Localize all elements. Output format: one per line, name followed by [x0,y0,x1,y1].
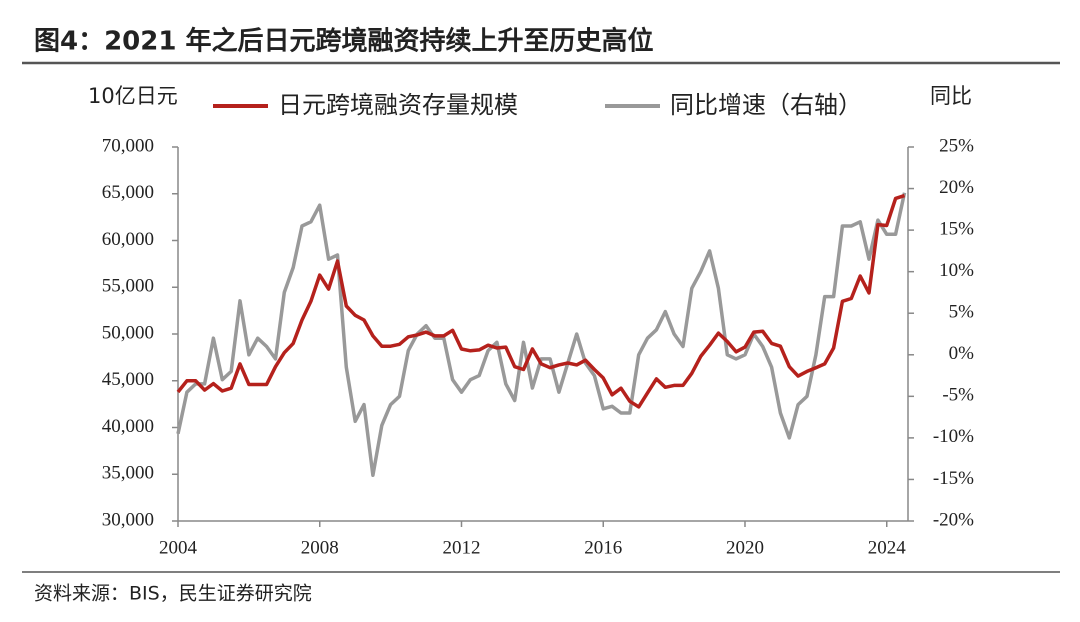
x-tick-label: 2016 [584,537,622,558]
y-tick-label: 65,000 [102,182,154,203]
y2-tick-label: 0% [949,343,975,364]
y2-tick-label: -5% [942,385,974,406]
y2-tick-label: 10% [939,260,974,281]
y-tick-label: 45,000 [102,369,154,390]
x-tick-label: 2004 [159,537,198,558]
y-tick-label: 40,000 [102,416,154,437]
y2-tick-label: -20% [933,509,974,530]
x-tick-label: 2024 [868,537,907,558]
y-tick-label: 60,000 [102,229,154,250]
y2-tick-label: -15% [933,468,974,489]
source-note: 资料来源：BIS，民生证券研究院 [34,583,312,605]
y-tick-label: 50,000 [102,322,154,343]
series-line [176,192,907,478]
y-tick-label: 35,000 [102,463,154,484]
y2-tick-label: -10% [933,426,974,447]
y-tick-label: 30,000 [102,509,154,530]
chart-title: 图4：2021 年之后日元跨境融资持续上升至历史高位 [34,26,654,57]
y2-tick-label: 15% [939,218,974,239]
series-line [176,193,906,409]
x-tick-label: 2008 [301,537,339,558]
x-tick-label: 2012 [442,537,480,558]
y-axis-label: 10亿日元 [88,84,178,108]
legend-label: 同比增速（右轴） [670,91,862,119]
y2-tick-label: 5% [949,302,975,323]
y2-tick-label: 20% [939,177,974,198]
x-tick-label: 2020 [726,537,764,558]
y2-axis-label: 同比 [930,84,972,108]
legend-label: 日元跨境融资存量规模 [278,91,518,119]
y-tick-label: 55,000 [102,276,154,297]
y-tick-label: 70,000 [102,135,154,156]
y2-tick-label: 25% [939,135,974,156]
